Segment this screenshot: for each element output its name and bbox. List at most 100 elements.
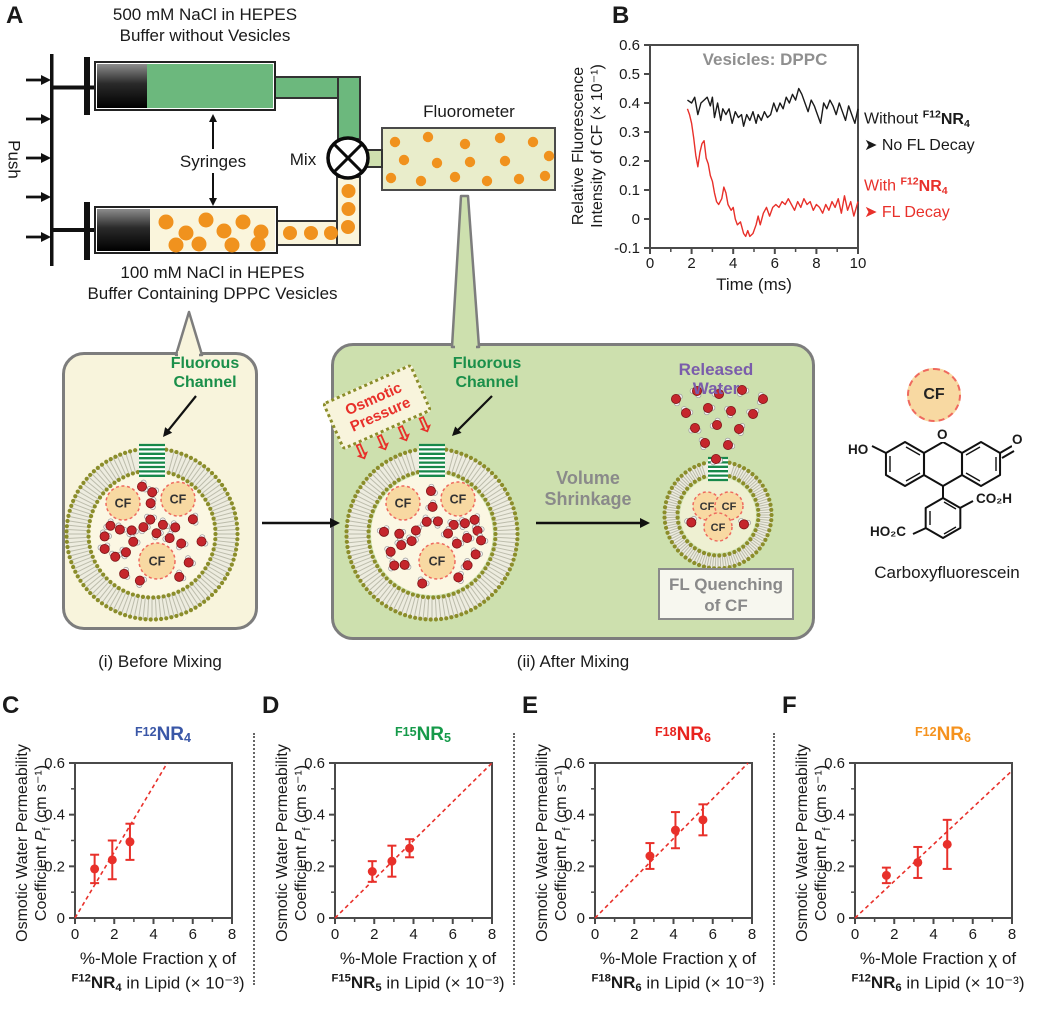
svg-text:0.6: 0.6 — [564, 755, 585, 772]
svg-text:0.2: 0.2 — [619, 153, 640, 170]
svg-text:0: 0 — [71, 926, 79, 943]
svg-text:2: 2 — [110, 926, 118, 943]
svg-text:0: 0 — [317, 910, 325, 927]
svg-text:0.4: 0.4 — [564, 807, 585, 824]
svg-text:10: 10 — [850, 255, 867, 272]
panel-label-e: E — [522, 692, 539, 719]
cf-badge: CF — [907, 368, 961, 422]
chart-f-canvas: 0 2 4 6 8 0 0.2 0.4 0.6 — [824, 755, 1016, 943]
svg-text:0.6: 0.6 — [619, 37, 640, 54]
svg-text:4: 4 — [669, 926, 677, 943]
fluorometer-label: Fluorometer — [423, 102, 515, 121]
svg-text:4: 4 — [149, 926, 157, 943]
volume-shrinkage-label: Volume Shrinkage — [544, 468, 632, 509]
molecule-o-top-label: O — [937, 427, 948, 442]
mix-label: Mix — [289, 150, 317, 169]
chart-f-ylabel: Osmotic Water Permeability Coefficient P… — [794, 744, 834, 942]
chart-b-annotation-no-decay: Without F12NR4 ➤ No FL Decay — [864, 108, 975, 154]
chart-b-annotation-decay: With F12NR4 ➤ FL Decay — [864, 175, 950, 221]
molecule-ho2c-label: HO₂C — [870, 524, 906, 539]
svg-text:2: 2 — [890, 926, 898, 943]
chart-b-xlabel: Time (ms) — [716, 275, 792, 294]
svg-text:0: 0 — [577, 910, 585, 927]
svg-text:CF: CF — [170, 493, 187, 507]
svg-text:4: 4 — [929, 926, 937, 943]
svg-text:4: 4 — [729, 255, 737, 272]
chart-b-ylabel: Relative Fluorescence Intensity of CF (×… — [570, 64, 606, 228]
svg-text:0.3: 0.3 — [619, 124, 640, 141]
molecule-ho-label: HO — [848, 442, 869, 457]
svg-text:4: 4 — [409, 926, 417, 943]
svg-text:0.4: 0.4 — [304, 807, 325, 824]
panel-label-b: B — [612, 2, 630, 29]
after-mixing-caption: (ii) After Mixing — [516, 652, 630, 671]
svg-text:0.2: 0.2 — [564, 858, 585, 875]
svg-text:CF: CF — [149, 555, 166, 569]
svg-text:CF: CF — [450, 493, 467, 507]
bottom-reservoir-label: 100 mM NaCl in HEPES Buffer Containing D… — [85, 262, 340, 304]
svg-text:0.4: 0.4 — [44, 807, 65, 824]
panel-separator — [773, 733, 775, 985]
svg-text:0: 0 — [57, 910, 65, 927]
molecule-o-right-label: O — [1012, 432, 1023, 447]
svg-text:8: 8 — [812, 255, 820, 272]
chart-f-xlabel: %-Mole Fraction χ of F12NR6 in Lipid (× … — [851, 949, 1025, 995]
svg-text:CF: CF — [700, 501, 715, 513]
chart-e-xlabel: %-Mole Fraction χ of F18NR6 in Lipid (× … — [591, 949, 765, 995]
chart-b-canvas: 0 2 4 6 8 10 0.6 0.5 0.4 0.3 0.2 0.1 0 -0.1 — [614, 37, 867, 272]
svg-text:0: 0 — [837, 910, 845, 927]
chart-c-xlabel: %-Mole Fraction χ of F12NR4 in Lipid (× … — [71, 949, 245, 995]
svg-text:2: 2 — [630, 926, 638, 943]
svg-text:2: 2 — [687, 255, 695, 272]
svg-text:0: 0 — [331, 926, 339, 943]
chart-b-title: Vesicles: DPPC — [702, 50, 828, 69]
fluorous-channel-label-after: Fluorous Channel — [452, 355, 522, 391]
svg-text:0.6: 0.6 — [304, 755, 325, 772]
molecule-co2h-label: CO₂H — [976, 491, 1012, 506]
svg-text:0.4: 0.4 — [619, 95, 640, 112]
svg-text:2: 2 — [370, 926, 378, 943]
panel-separator — [513, 733, 515, 985]
push-label: Push — [4, 140, 24, 179]
chart-d-ylabel: Osmotic Water Permeability Coefficient P… — [274, 744, 314, 942]
svg-text:0.4: 0.4 — [824, 807, 845, 824]
molecule-caption: Carboxyfluorescein — [874, 563, 1020, 582]
svg-text:0.2: 0.2 — [304, 858, 325, 875]
svg-text:CF: CF — [395, 497, 412, 511]
panel-separator — [253, 733, 255, 985]
svg-text:0.2: 0.2 — [824, 858, 845, 875]
svg-text:8: 8 — [488, 926, 496, 943]
svg-text:6: 6 — [189, 926, 197, 943]
svg-text:8: 8 — [1008, 926, 1016, 943]
svg-text:0: 0 — [632, 211, 640, 228]
chart-e-title: F18NR6 — [654, 724, 712, 745]
svg-text:CF: CF — [722, 501, 737, 513]
bottom-reservoir-line2: Buffer Containing DPPC Vesicles — [87, 284, 338, 303]
svg-text:6: 6 — [771, 255, 779, 272]
svg-text:8: 8 — [228, 926, 236, 943]
svg-text:8: 8 — [748, 926, 756, 943]
svg-text:6: 6 — [449, 926, 457, 943]
svg-text:6: 6 — [709, 926, 717, 943]
svg-text:CF: CF — [711, 522, 726, 534]
chart-c-ylabel: Osmotic Water Permeability Coefficient P… — [14, 744, 54, 942]
released-water-label: Released Water — [678, 360, 754, 398]
svg-text:-0.1: -0.1 — [614, 240, 640, 257]
panel-label-a: A — [6, 2, 24, 29]
chart-d-xlabel: %-Mole Fraction χ of F15NR5 in Lipid (× … — [331, 949, 505, 995]
bottom-reservoir-line1: 100 mM NaCl in HEPES — [120, 263, 305, 282]
svg-text:0.6: 0.6 — [44, 755, 65, 772]
svg-text:0.2: 0.2 — [44, 858, 65, 875]
panel-label-d: D — [262, 692, 280, 719]
svg-text:CF: CF — [429, 555, 446, 569]
before-mixing-caption: (i) Before Mixing — [98, 652, 222, 671]
top-reservoir-line1: 500 mM NaCl in HEPES — [112, 5, 298, 24]
top-reservoir-line2: Buffer without Vesicles — [119, 26, 291, 45]
fl-quenching-box: FL Quenching of CF — [658, 568, 794, 620]
panel-label-f: F — [782, 692, 797, 719]
svg-text:6: 6 — [969, 926, 977, 943]
syringes-label: Syringes — [179, 152, 247, 171]
panel-label-c: C — [2, 692, 20, 719]
svg-text:0.1: 0.1 — [619, 182, 640, 199]
